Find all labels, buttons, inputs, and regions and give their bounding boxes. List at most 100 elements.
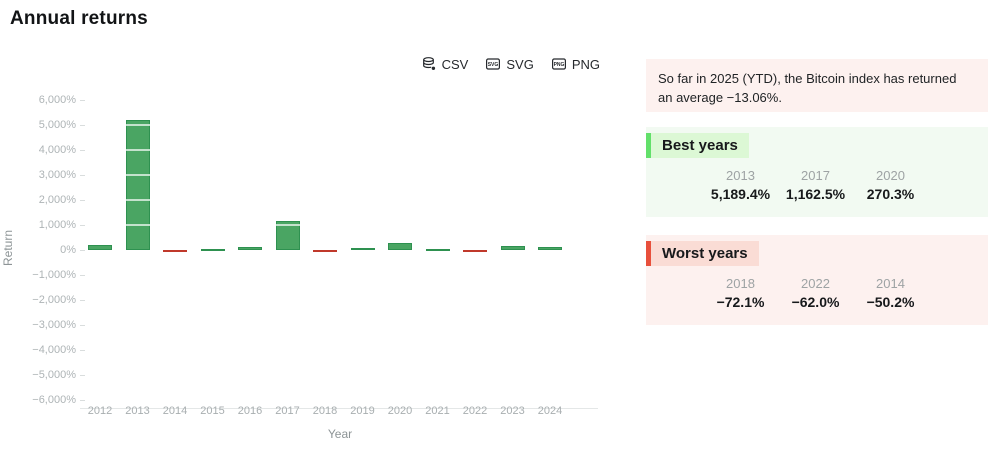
y-tick-mark xyxy=(80,125,85,126)
gridline xyxy=(86,124,594,126)
y-tick-label: 5,000% xyxy=(38,119,76,131)
best-year-value: 5,189.4% xyxy=(710,186,771,202)
page-title: Annual returns xyxy=(10,8,148,29)
x-tick-label: 2023 xyxy=(500,405,525,417)
x-tick-label: 2014 xyxy=(162,405,188,417)
worst-year-label: 2018 xyxy=(726,276,755,291)
best-years-panel: Best years 2013 5,189.4% 2017 1,162.5% 2… xyxy=(646,127,988,217)
x-tick-label: 2019 xyxy=(350,405,375,417)
gridline xyxy=(86,324,594,326)
best-year-label: 2013 xyxy=(726,168,755,183)
best-year-item: 2017 1,162.5% xyxy=(778,168,853,202)
database-icon xyxy=(421,56,437,72)
x-tick-label: 2021 xyxy=(425,405,450,417)
bar-2015[interactable] xyxy=(200,248,225,251)
x-tick-label: 2020 xyxy=(387,405,413,417)
bar-2024[interactable] xyxy=(538,246,562,250)
y-tick-mark xyxy=(80,250,85,251)
ytd-note-text: So far in 2025 (YTD), the Bitcoin index … xyxy=(658,71,957,105)
export-png-button[interactable]: PNG PNG xyxy=(551,56,600,72)
gridline xyxy=(86,224,594,226)
x-axis-line xyxy=(80,408,598,409)
x-tick-label: 2018 xyxy=(312,405,338,417)
y-tick-label: −5,000% xyxy=(32,369,76,381)
y-tick-label: 1,000% xyxy=(38,219,76,231)
worst-year-label: 2022 xyxy=(801,276,830,291)
y-tick-mark xyxy=(80,225,85,226)
worst-years-panel: Worst years 2018 −72.1% 2022 −62.0% 2014… xyxy=(646,235,988,325)
worst-years-columns: 2018 −72.1% 2022 −62.0% 2014 −50.2% xyxy=(703,276,928,310)
gridline xyxy=(86,149,594,151)
y-tick-label: 3,000% xyxy=(38,169,76,181)
y-tick-mark xyxy=(80,300,85,301)
y-tick-label: −1,000% xyxy=(32,269,76,281)
svg-text:PNG: PNG xyxy=(553,62,564,68)
gridline xyxy=(86,174,594,176)
gridline xyxy=(86,199,594,201)
y-tick-label: 6,000% xyxy=(38,94,76,106)
best-years-accent-bar xyxy=(646,133,651,158)
export-svg-label: SVG xyxy=(506,56,534,72)
y-tick-mark xyxy=(80,200,85,201)
x-tick-label: 2017 xyxy=(275,405,300,417)
y-tick-mark xyxy=(80,400,85,401)
export-png-label: PNG xyxy=(571,56,600,72)
y-tick-label: −2,000% xyxy=(32,294,76,306)
worst-years-accent-bar xyxy=(646,241,651,266)
y-tick-label: 0% xyxy=(60,244,76,256)
best-years-columns: 2013 5,189.4% 2017 1,162.5% 2020 270.3% xyxy=(703,168,928,202)
worst-year-value: −50.2% xyxy=(866,294,915,310)
svg-file-icon: SVG xyxy=(485,56,501,72)
best-years-title: Best years xyxy=(651,133,749,158)
x-tick-label: 2024 xyxy=(537,405,563,417)
y-tick-mark xyxy=(80,325,85,326)
bar-2016[interactable] xyxy=(238,246,262,250)
y-tick-mark xyxy=(80,150,85,151)
export-svg-button[interactable]: SVG SVG xyxy=(485,56,534,72)
y-tick-mark xyxy=(80,275,85,276)
y-tick-label: 4,000% xyxy=(38,144,76,156)
worst-year-item: 2014 −50.2% xyxy=(853,276,928,310)
bar-2021[interactable] xyxy=(425,248,450,251)
bar-2018[interactable] xyxy=(313,250,337,252)
bar-2020[interactable] xyxy=(388,243,412,250)
y-tick-label: 2,000% xyxy=(38,194,76,206)
gridline xyxy=(86,274,594,276)
worst-year-item: 2018 −72.1% xyxy=(703,276,778,310)
best-year-item: 2020 270.3% xyxy=(853,168,928,202)
best-year-label: 2020 xyxy=(876,168,905,183)
bar-2019[interactable] xyxy=(350,247,375,250)
gridline xyxy=(86,99,594,101)
best-year-value: 1,162.5% xyxy=(785,186,846,202)
y-axis: 6,000% 5,000% 4,000% 3,000% 2,000% 1,000% 0% −1… xyxy=(0,0,85,456)
export-csv-button[interactable]: CSV xyxy=(421,56,469,72)
worst-year-value: −62.0% xyxy=(791,294,840,310)
x-axis-title: Year xyxy=(327,427,353,441)
export-csv-label: CSV xyxy=(441,56,469,72)
bar-2012[interactable] xyxy=(88,245,112,250)
gridline xyxy=(86,374,594,376)
png-file-icon: PNG xyxy=(551,56,567,72)
x-tick-label: 2016 xyxy=(237,405,263,417)
best-year-item: 2013 5,189.4% xyxy=(703,168,778,202)
y-tick-mark xyxy=(80,350,85,351)
y-tick-mark xyxy=(80,375,85,376)
y-tick-mark xyxy=(80,100,85,101)
bar-2023[interactable] xyxy=(500,246,525,250)
gridline xyxy=(86,299,594,301)
bar-2022[interactable] xyxy=(463,250,487,252)
gridline xyxy=(86,349,594,351)
x-tick-label: 2012 xyxy=(87,405,113,417)
bar-2013[interactable] xyxy=(125,120,150,250)
bar-2014[interactable] xyxy=(163,250,187,252)
svg-text:SVG: SVG xyxy=(488,62,499,68)
x-tick-label: 2013 xyxy=(125,405,150,417)
plot-area xyxy=(86,92,594,408)
y-tick-label: −3,000% xyxy=(32,319,76,331)
best-year-label: 2017 xyxy=(801,168,830,183)
ytd-note-panel: So far in 2025 (YTD), the Bitcoin index … xyxy=(646,59,988,112)
export-toolbar: CSV SVG SVG PNG PNG xyxy=(422,56,600,72)
worst-year-value: −72.1% xyxy=(716,294,765,310)
best-year-value: 270.3% xyxy=(866,186,915,202)
